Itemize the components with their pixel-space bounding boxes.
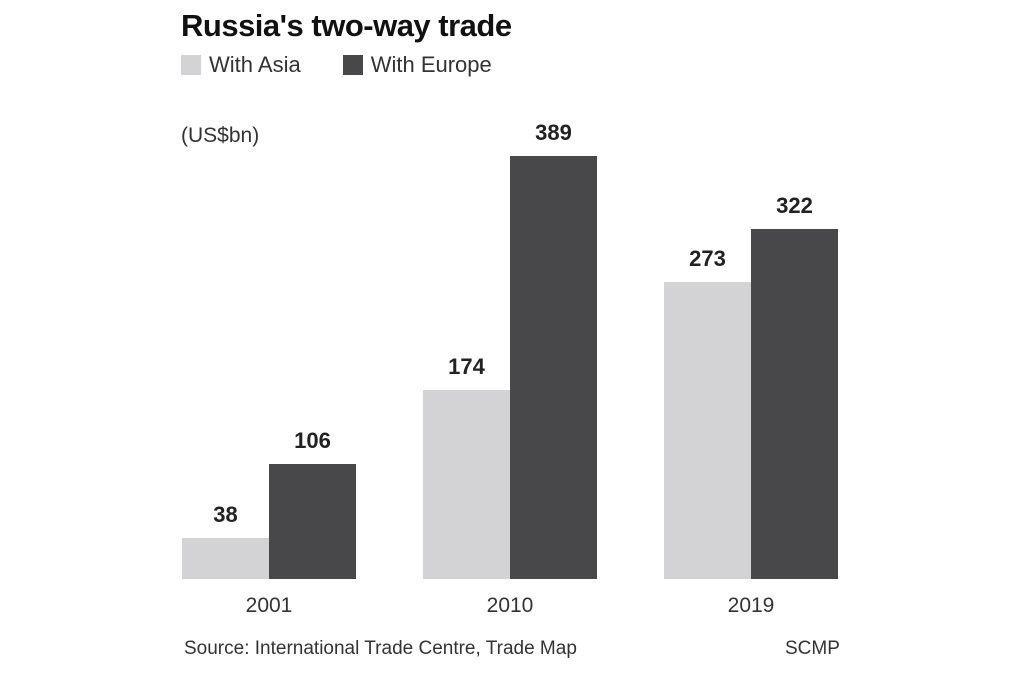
- value-label: 389: [535, 120, 572, 145]
- legend-label-asia: With Asia: [209, 52, 301, 77]
- source-note: Source: International Trade Centre, Trad…: [184, 638, 577, 659]
- bar-2010-europe: [510, 156, 597, 579]
- value-label: 322: [776, 193, 813, 218]
- unit-label: (US$bn): [181, 124, 260, 147]
- credit: SCMP: [785, 638, 840, 659]
- value-label: 273: [689, 246, 726, 271]
- bar-2010-asia: [423, 390, 510, 579]
- bar-2019-asia: [664, 282, 751, 579]
- bar-2019-europe: [751, 229, 838, 579]
- chart-title: Russia's two-way trade: [181, 8, 512, 43]
- legend-swatch-europe: [342, 55, 363, 75]
- category-label: 2010: [486, 594, 534, 617]
- category-label: 2019: [727, 594, 775, 617]
- legend-swatch-asia: [181, 55, 201, 75]
- legend-item-asia: With Asia: [181, 52, 301, 78]
- bar-2001-asia: [182, 538, 269, 579]
- value-label: 38: [213, 502, 238, 527]
- value-label: 106: [294, 428, 331, 453]
- legend-item-europe: With Europe: [342, 52, 492, 78]
- bar-2001-europe: [269, 464, 356, 579]
- category-label: 2001: [245, 594, 293, 617]
- legend: With Asia With Europe: [181, 52, 534, 78]
- value-label: 174: [448, 354, 485, 379]
- legend-label-europe: With Europe: [370, 52, 492, 77]
